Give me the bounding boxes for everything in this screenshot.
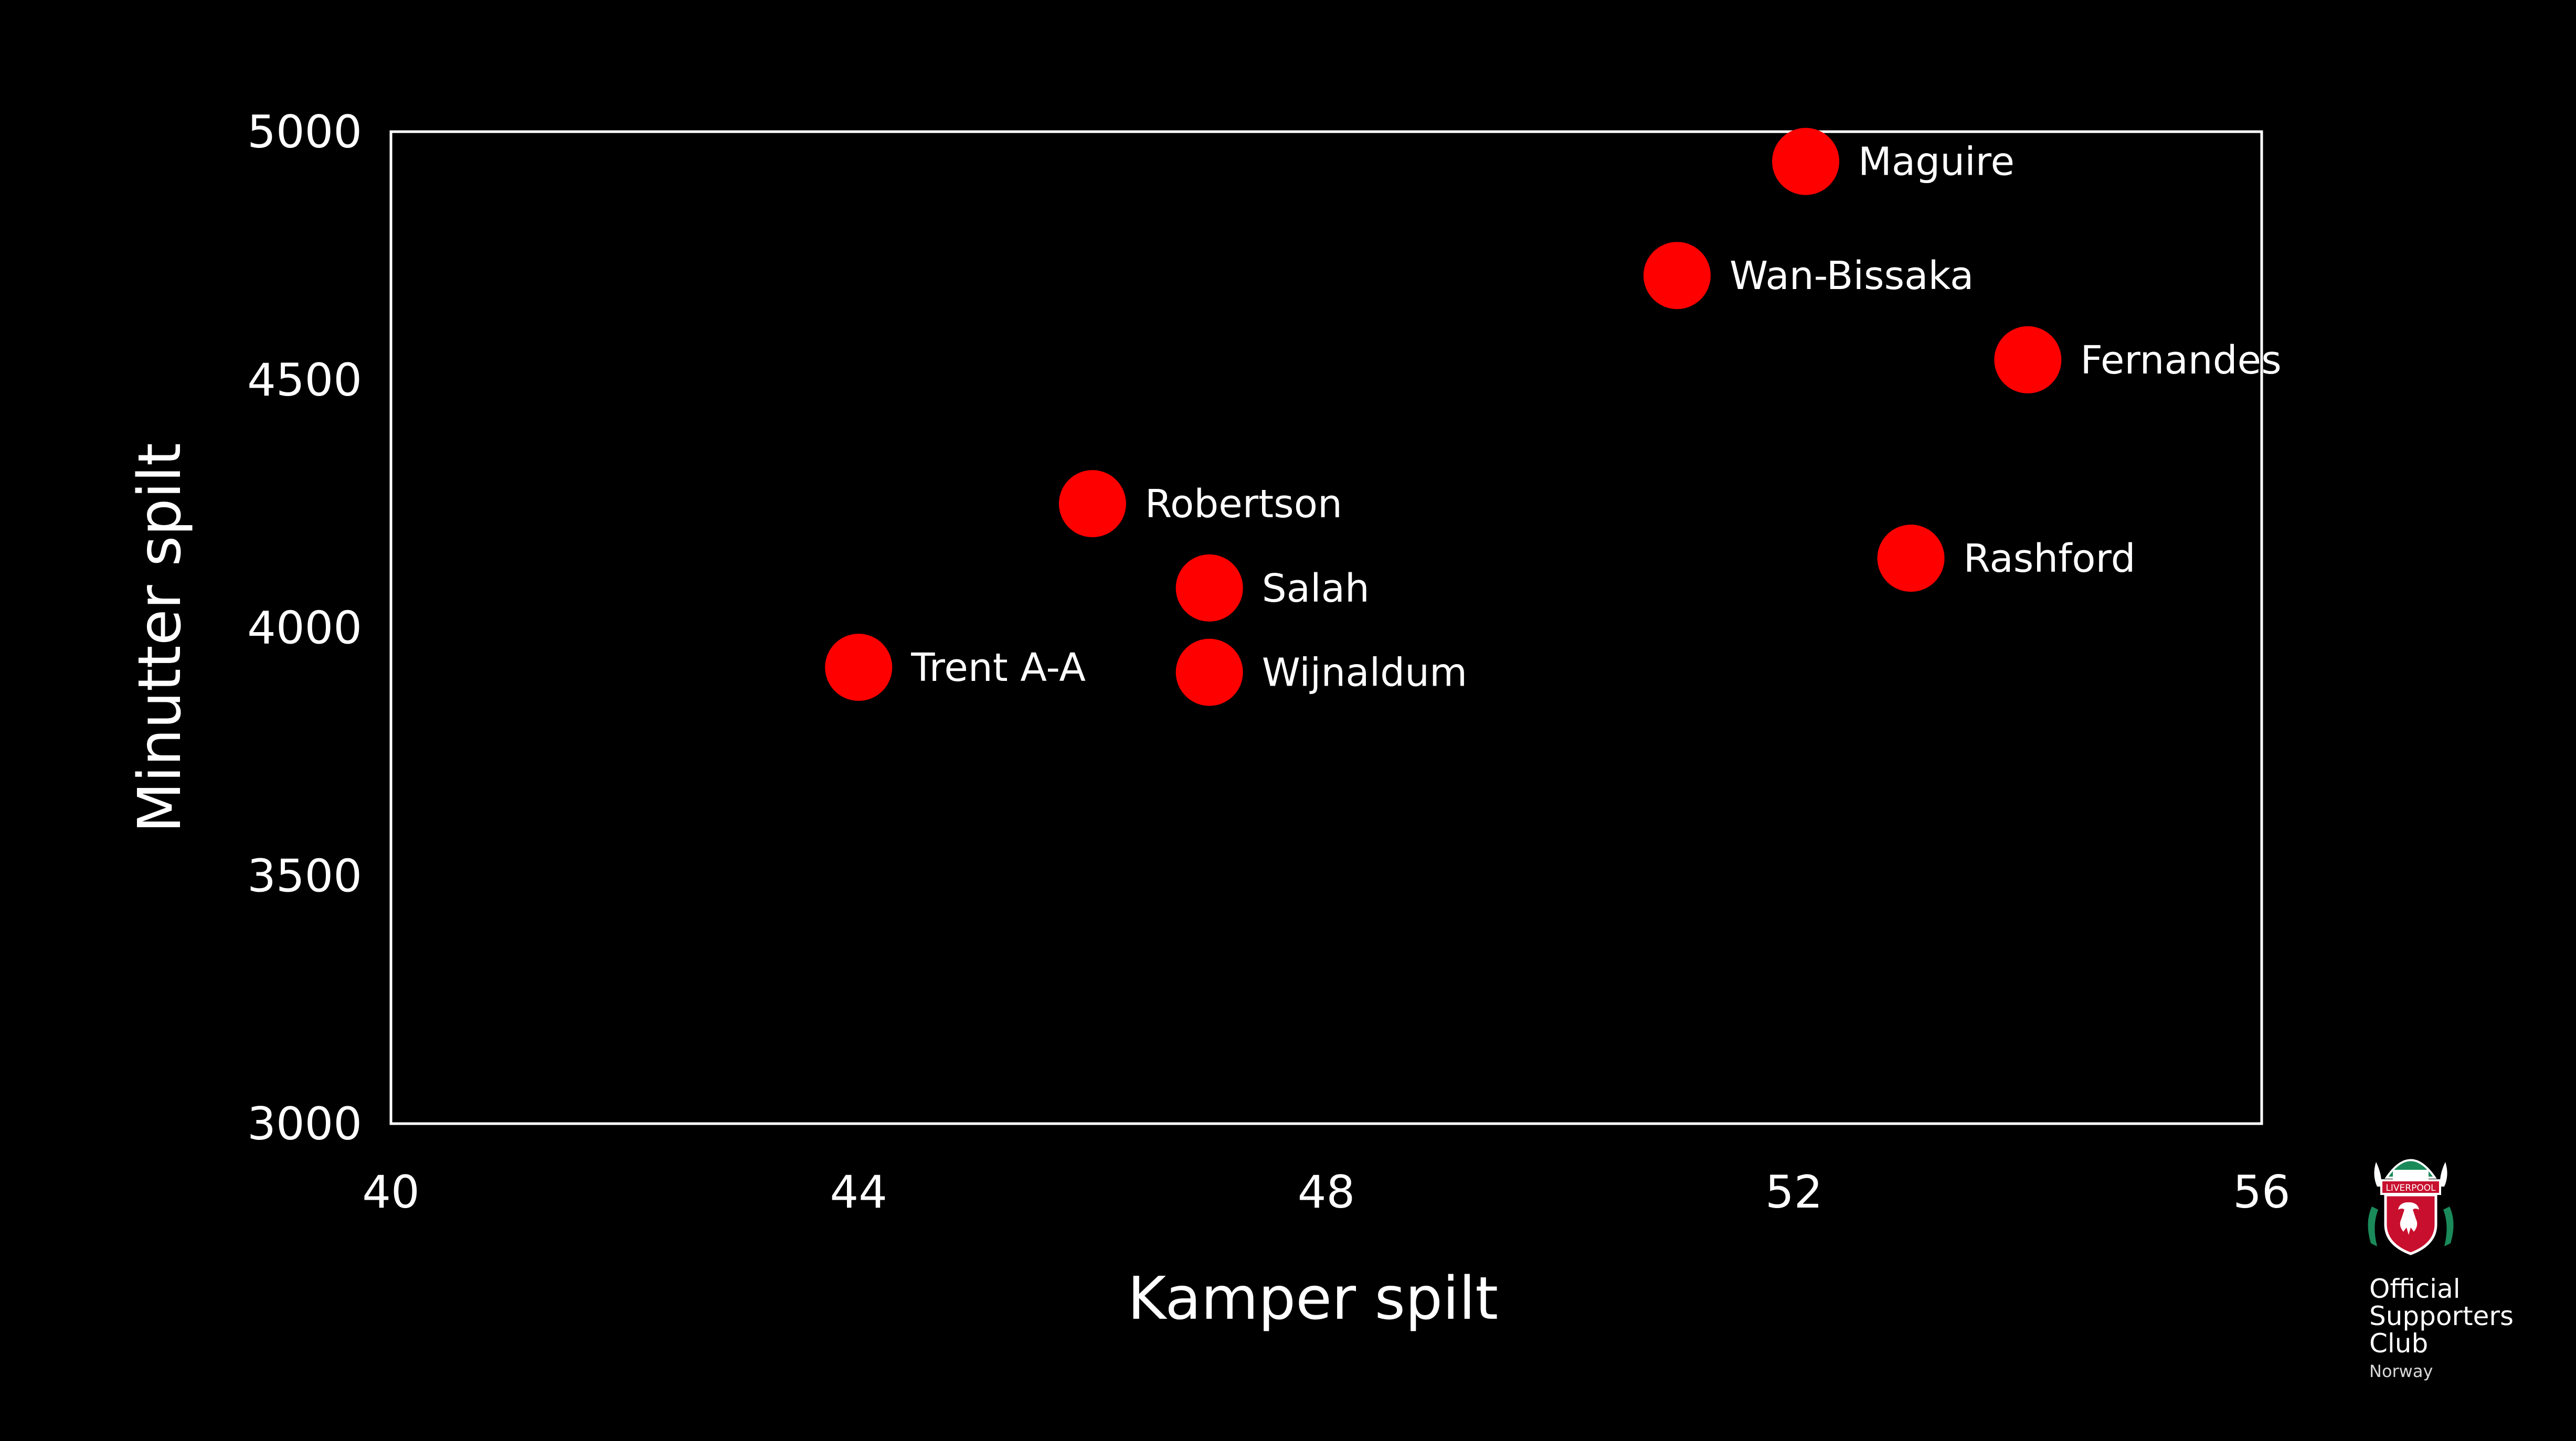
point-label: Wan-Bissaka <box>1730 253 1974 298</box>
data-point <box>1772 127 1840 195</box>
data-point <box>1994 326 2062 393</box>
y-axis: 3000 3500 4000 4500 5000 <box>247 106 362 1150</box>
point-label: Maguire <box>1858 140 2015 185</box>
y-tick-label: 3500 <box>247 850 362 902</box>
point-label: Wijnaldum <box>1262 650 1467 696</box>
point-label: Fernandes <box>2080 338 2281 383</box>
liverpool-crest-icon: LIVERPOOL <box>2368 1159 2454 1255</box>
logo-line-2: Supporters <box>2369 1301 2514 1331</box>
y-tick-label: 5000 <box>247 106 362 158</box>
logo-subline: Norway <box>2369 1361 2433 1381</box>
y-axis-title: Minutter spilt <box>126 443 194 833</box>
y-tick-label: 4000 <box>247 602 362 655</box>
data-point <box>1058 470 1126 538</box>
data-points: Maguire Wan-Bissaka Fernandes Robertson Rash… <box>825 127 2282 706</box>
y-tick-label: 4500 <box>247 354 362 407</box>
liverpool-logo: LIVERPOOL Official Supporters Club Norwa… <box>2368 1159 2514 1381</box>
data-point <box>1643 242 1711 309</box>
x-tick-label: 56 <box>2233 1166 2290 1219</box>
y-tick-label: 3000 <box>247 1098 362 1150</box>
x-tick-label: 44 <box>830 1166 887 1219</box>
logo-line-3: Club <box>2369 1328 2428 1359</box>
data-point <box>825 634 893 701</box>
point-label: Trent A-A <box>910 645 1086 690</box>
point-label: Salah <box>1262 566 1370 611</box>
x-tick-label: 52 <box>1765 1166 1822 1219</box>
point-label: Robertson <box>1145 482 1342 527</box>
point-label: Rashford <box>1964 536 2136 581</box>
x-axis-title: Kamper spilt <box>1128 1265 1498 1333</box>
x-tick-label: 40 <box>362 1166 419 1219</box>
plot-frame <box>389 130 2263 1125</box>
logo-line-1: Official <box>2369 1274 2461 1304</box>
data-point <box>1175 554 1243 622</box>
data-point <box>1175 638 1243 706</box>
crest-text: LIVERPOOL <box>2386 1183 2436 1193</box>
x-axis: 40 44 48 52 56 <box>362 1166 2290 1219</box>
data-point <box>1877 525 1945 592</box>
x-tick-label: 48 <box>1298 1166 1355 1219</box>
